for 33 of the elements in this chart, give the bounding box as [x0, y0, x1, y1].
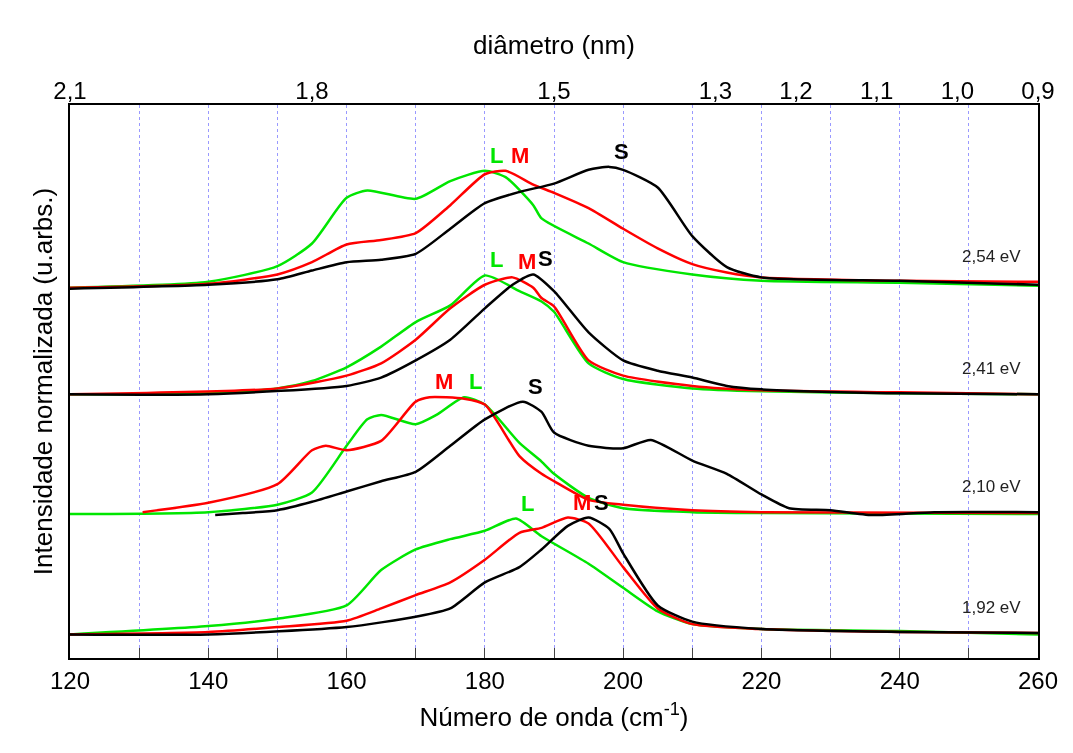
x-axis-title: Número de onda (cm$^{-1}$) [419, 699, 689, 732]
x2-tick-label: 1,0 [940, 77, 975, 105]
y-axis-title: Intensidade normalizada (u.arbs.) [27, 187, 58, 576]
x2-tick-label: 0,9 [1021, 77, 1055, 105]
series-label: S [528, 374, 543, 399]
x2-tick-label: 1,8 [295, 77, 329, 105]
x2-tick-label: 1,2 [779, 77, 813, 105]
annotation: 2,54 eV [962, 247, 1022, 266]
series-label: M [435, 369, 454, 394]
x2-tick-label: 1,5 [537, 77, 571, 105]
annotation: 2,41 eV [962, 359, 1022, 378]
x-tick-label: 160 [326, 666, 367, 694]
x2-tick-label: 2,1 [53, 77, 87, 105]
series-label: M [518, 249, 537, 274]
series-label: M [511, 143, 530, 168]
x2-tick-label: 1,3 [698, 77, 733, 105]
x-tick-label: 140 [188, 666, 229, 694]
series-label: L [469, 369, 483, 394]
series-label: L [521, 491, 535, 516]
x-tick-label: 200 [603, 666, 644, 694]
x-tick-label: 240 [879, 666, 920, 694]
x2-tick-label: 1,1 [859, 77, 894, 105]
x-tick-label: 260 [1017, 666, 1059, 694]
x-tick-label: 120 [49, 666, 91, 694]
series-label: L [490, 143, 504, 168]
x-tick-label: 180 [464, 666, 505, 694]
series-label: S [538, 246, 553, 271]
series-label: L [490, 247, 504, 272]
x-tick-label: 220 [741, 666, 782, 694]
annotation: 1,92 eV [962, 598, 1022, 617]
x2-axis-title: diâmetro (nm) [473, 29, 635, 60]
series-label: S [614, 139, 629, 164]
annotation: 2,10 eV [962, 477, 1022, 496]
